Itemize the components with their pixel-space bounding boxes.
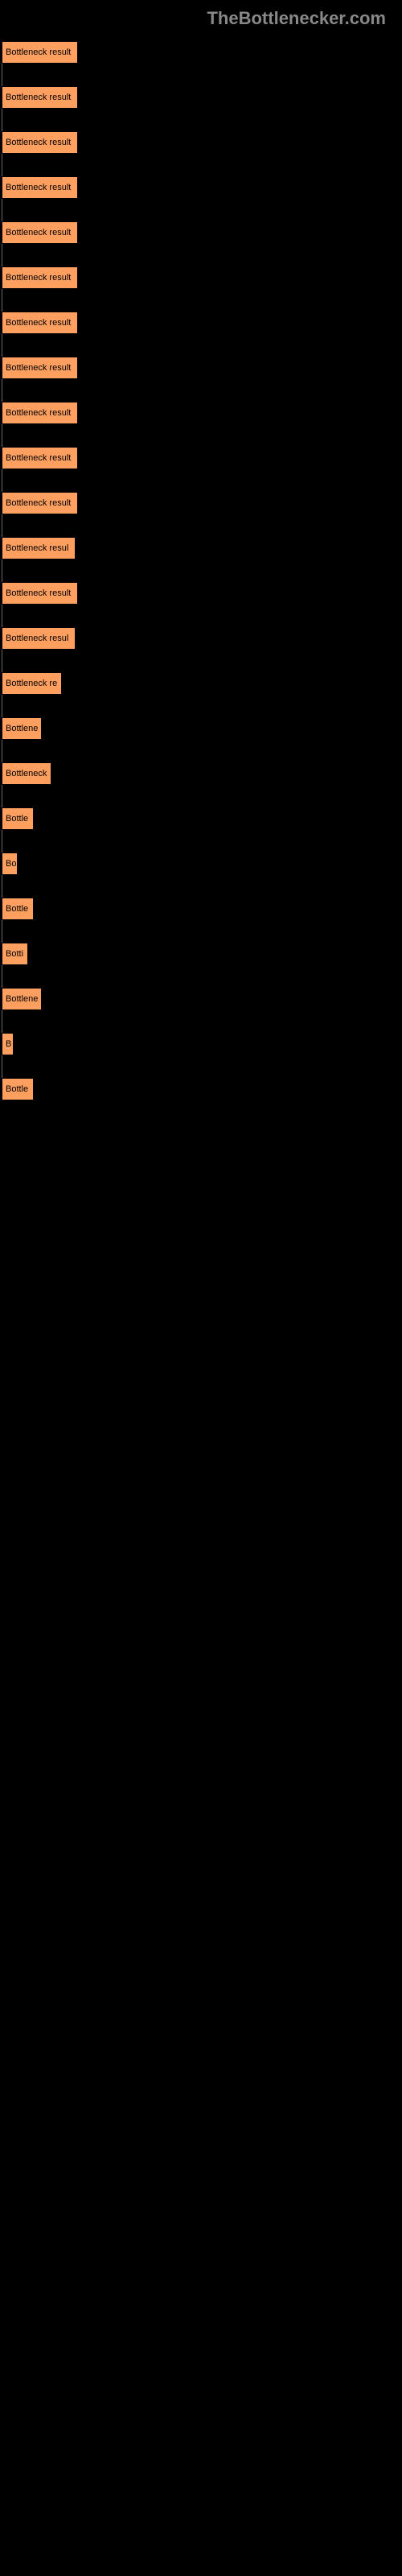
site-header: TheBottlenecker.com <box>0 0 402 33</box>
chart-container: Bottleneck result Bottleneck result Bottle… <box>0 33 402 1100</box>
bar-label: Bottlene <box>6 994 38 1004</box>
bar-row: Bottleneck result <box>2 221 402 244</box>
bar-label: Botti <box>6 949 23 959</box>
bars-container: Bottleneck result Bottleneck result Bottle… <box>2 41 402 1100</box>
bar-label: Bottleneck result <box>6 498 71 508</box>
bar: Bottleneck result <box>2 447 78 469</box>
bar-row: Bottleneck result <box>2 176 402 199</box>
bar-label: Bottleneck result <box>6 183 71 192</box>
bar: Bottleneck resul <box>2 627 76 650</box>
bar-label: B <box>6 1039 11 1049</box>
bar: Bottleneck result <box>2 266 78 289</box>
bar-row: Bottleneck result <box>2 357 402 379</box>
bar: Bottleneck re <box>2 672 62 695</box>
bar: Bo <box>2 852 18 875</box>
bar-label: Bottleneck result <box>6 228 71 237</box>
bar-row: Bottleneck result <box>2 41 402 64</box>
bar-label: Bottleneck result <box>6 318 71 328</box>
bar-row: Bottlene <box>2 988 402 1010</box>
bar: Bottleneck result <box>2 221 78 244</box>
bar-label: Bottleneck <box>6 769 47 778</box>
bar: Botti <box>2 943 28 965</box>
bar-row: Bo <box>2 852 402 875</box>
site-title: TheBottlenecker.com <box>207 8 386 28</box>
bar: Bottle <box>2 1078 34 1100</box>
bar: Bottle <box>2 898 34 920</box>
bar-row: Bottleneck result <box>2 266 402 289</box>
bar: Bottleneck result <box>2 41 78 64</box>
bar-label: Bottleneck result <box>6 408 71 418</box>
bar-row: Bottleneck <box>2 762 402 785</box>
bar-row: Bottleneck result <box>2 312 402 334</box>
bar-label: Bottleneck result <box>6 47 71 57</box>
bar-label: Bottlene <box>6 724 38 733</box>
bar-row: Bottleneck re <box>2 672 402 695</box>
bar: Bottleneck <box>2 762 51 785</box>
bar-label: Bottleneck result <box>6 273 71 283</box>
bar: Bottleneck result <box>2 176 78 199</box>
bar-label: Bottleneck resul <box>6 543 68 553</box>
bar-label: Bo <box>6 859 16 869</box>
bar-label: Bottleneck result <box>6 453 71 463</box>
bar-row: Bottleneck result <box>2 402 402 424</box>
bar: Bottle <box>2 807 34 830</box>
bar: Bottlene <box>2 988 42 1010</box>
bar: Bottleneck result <box>2 312 78 334</box>
bar: Bottleneck result <box>2 86 78 109</box>
bar-label: Bottleneck re <box>6 679 57 688</box>
bar: Bottleneck result <box>2 131 78 154</box>
bar: B <box>2 1033 14 1055</box>
bar-label: Bottleneck result <box>6 93 71 102</box>
bar-row: Bottleneck result <box>2 447 402 469</box>
bar-row: Bottleneck result <box>2 492 402 514</box>
bar: Bottlene <box>2 717 42 740</box>
bar-row: B <box>2 1033 402 1055</box>
bar-label: Bottleneck result <box>6 363 71 373</box>
bar-row: Bottleneck result <box>2 582 402 605</box>
bar-row: Bottleneck result <box>2 131 402 154</box>
bar: Bottleneck result <box>2 582 78 605</box>
bar-row: Bottleneck result <box>2 86 402 109</box>
bar-label: Bottle <box>6 1084 28 1094</box>
bar: Bottleneck resul <box>2 537 76 559</box>
bar: Bottleneck result <box>2 357 78 379</box>
bar-row: Bottle <box>2 898 402 920</box>
bar-row: Bottle <box>2 807 402 830</box>
bar-row: Bottlene <box>2 717 402 740</box>
bar-label: Bottleneck resul <box>6 634 68 643</box>
bar: Bottleneck result <box>2 402 78 424</box>
bar-label: Bottle <box>6 904 28 914</box>
bar-row: Botti <box>2 943 402 965</box>
bar: Bottleneck result <box>2 492 78 514</box>
bar-row: Bottle <box>2 1078 402 1100</box>
bar-label: Bottleneck result <box>6 588 71 598</box>
bar-label: Bottle <box>6 814 28 824</box>
bar-row: Bottleneck resul <box>2 537 402 559</box>
bar-row: Bottleneck resul <box>2 627 402 650</box>
bar-label: Bottleneck result <box>6 138 71 147</box>
